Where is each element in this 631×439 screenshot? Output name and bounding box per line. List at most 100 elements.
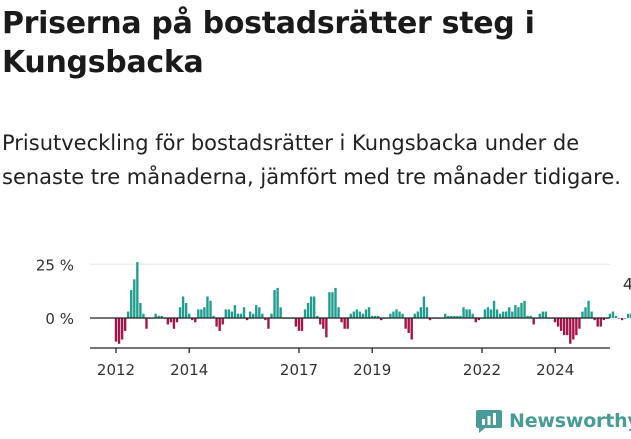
bar [242, 307, 246, 318]
bar [425, 307, 429, 318]
bar [495, 309, 499, 318]
bar [346, 318, 349, 329]
bar [224, 309, 227, 318]
bar [123, 318, 127, 331]
bar [270, 313, 273, 318]
bar [498, 313, 502, 318]
bar [197, 309, 200, 318]
bar [617, 318, 621, 319]
bar [471, 313, 474, 318]
bar [392, 311, 395, 318]
bar [255, 305, 258, 318]
bar [154, 313, 157, 318]
bar [245, 318, 249, 321]
bar [566, 318, 569, 336]
bar [233, 305, 237, 318]
bar [447, 315, 450, 318]
bar [575, 318, 578, 336]
bar [194, 318, 197, 323]
bar [593, 318, 596, 321]
bar [413, 313, 416, 318]
bar [309, 296, 313, 318]
x-tick-label: 2012 [97, 361, 135, 379]
brand-name: Newsworthy [509, 410, 631, 432]
bar [502, 311, 505, 318]
bar [325, 318, 328, 338]
bar [608, 313, 612, 318]
bar [312, 296, 316, 318]
bar [587, 300, 590, 318]
bar [130, 290, 133, 318]
last-value-annotation: 4 % [623, 274, 631, 293]
bar [303, 309, 307, 318]
bar [444, 313, 447, 318]
bar [407, 318, 410, 334]
bar [492, 300, 496, 318]
bar [370, 315, 374, 318]
bar [627, 313, 630, 318]
bar [569, 318, 572, 344]
bar [529, 315, 532, 318]
bar [511, 311, 514, 318]
bar [377, 315, 380, 318]
bar [273, 290, 276, 318]
bar [248, 311, 252, 318]
bar [562, 318, 566, 336]
bar [514, 305, 517, 318]
bar [334, 287, 337, 318]
bar [169, 318, 173, 323]
bar [508, 307, 511, 318]
bar [483, 309, 487, 318]
bar [477, 318, 480, 321]
bar [611, 311, 615, 318]
newsworthy-brand: Newsworthy [475, 408, 631, 434]
bar [453, 315, 456, 318]
x-tick-label: 2024 [536, 361, 574, 379]
bar [556, 318, 560, 327]
chart-subtitle: Prisutveckling för bostadsrätter i Kungs… [2, 131, 621, 189]
x-tick-label: 2017 [280, 361, 318, 379]
bar [584, 307, 587, 318]
bar [416, 311, 420, 318]
bar [264, 318, 267, 321]
bar [337, 307, 340, 318]
bar [581, 311, 584, 318]
bar [261, 313, 264, 318]
bar [422, 296, 426, 318]
bar [620, 318, 624, 321]
bar [553, 318, 557, 323]
chart-title: Priserna på bostadsrätter steg i Kungsba… [2, 6, 535, 80]
bar [410, 318, 413, 340]
bar [306, 302, 310, 318]
bar [172, 318, 176, 329]
bar [532, 318, 535, 325]
bar [364, 309, 368, 318]
bar [136, 262, 139, 318]
bar [221, 318, 224, 325]
bar [450, 315, 453, 318]
bar [203, 307, 206, 318]
bar [252, 313, 255, 318]
bar [398, 311, 401, 318]
bar [200, 309, 203, 318]
bar [166, 318, 170, 325]
bar [218, 318, 221, 331]
bar [279, 307, 282, 318]
bar [117, 318, 121, 344]
bar [191, 318, 194, 321]
bar [181, 296, 185, 318]
bar [316, 315, 319, 318]
x-tick-label: 2022 [463, 361, 501, 379]
bar [294, 318, 298, 327]
bar [419, 307, 423, 318]
bar [212, 315, 215, 318]
bar [614, 315, 618, 318]
bar [404, 318, 407, 329]
bar [526, 315, 529, 318]
y-tick-label: 25 % [36, 256, 74, 274]
bar [328, 292, 331, 318]
bar [297, 318, 301, 331]
bar [517, 307, 520, 318]
bar [596, 318, 599, 327]
bar [145, 318, 148, 329]
